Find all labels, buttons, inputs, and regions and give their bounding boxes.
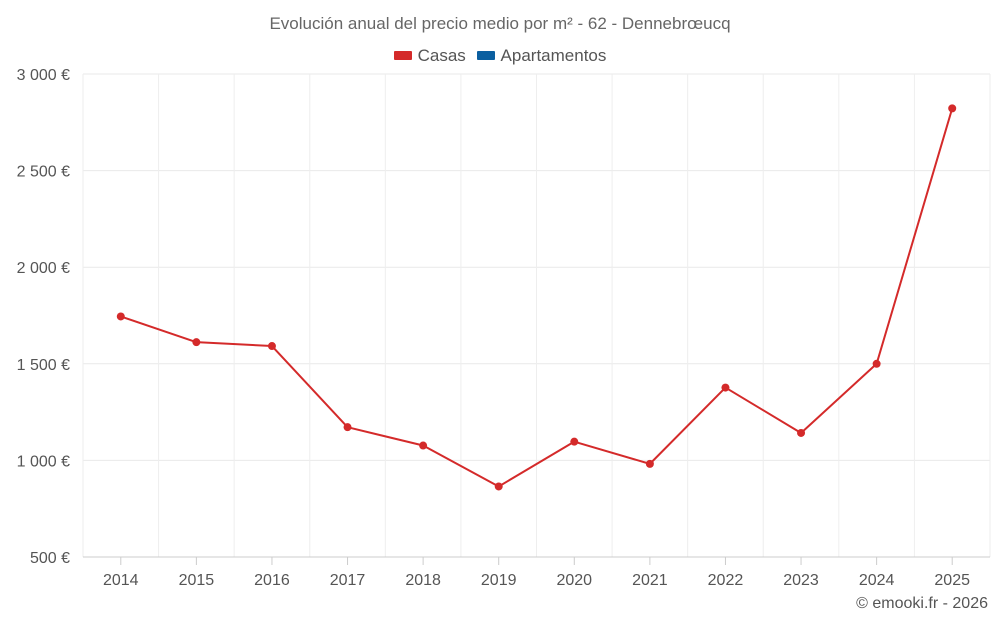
data-point[interactable] <box>192 338 201 347</box>
x-tick-label: 2020 <box>556 572 592 589</box>
legend-swatch-casas <box>393 51 412 60</box>
data-point[interactable] <box>645 459 654 468</box>
data-point[interactable] <box>721 383 730 392</box>
data-point[interactable] <box>494 482 503 491</box>
x-tick-label: 2018 <box>405 572 441 589</box>
x-tick-label: 2021 <box>632 572 668 589</box>
data-point[interactable] <box>116 312 125 321</box>
legend-swatch-apartamentos <box>476 51 495 60</box>
x-tick-label: 2017 <box>330 572 366 589</box>
credit-text: © emooki.fr - 2026 <box>856 595 988 612</box>
y-tick-label: 1 000 € <box>17 453 70 470</box>
legend-label-casas: Casas <box>417 45 466 65</box>
legend-label-apartamentos: Apartamentos <box>500 45 607 65</box>
data-point[interactable] <box>797 428 806 437</box>
data-point[interactable] <box>872 359 881 368</box>
legend: Casas Apartamentos <box>0 45 1000 66</box>
chart-title: Evolución anual del precio medio por m² … <box>269 14 731 33</box>
y-tick-label: 2 000 € <box>17 260 70 277</box>
x-tick-label: 2024 <box>859 572 895 589</box>
y-tick-label: 3 000 € <box>17 67 70 84</box>
data-point[interactable] <box>948 104 957 113</box>
data-point[interactable] <box>267 342 276 351</box>
x-tick-label: 2019 <box>481 572 517 589</box>
x-tick-label: 2015 <box>179 572 215 589</box>
legend-item-casas[interactable]: Casas <box>393 45 466 66</box>
x-tick-label: 2022 <box>708 572 744 589</box>
data-point[interactable] <box>570 437 579 446</box>
y-tick-label: 1 500 € <box>17 357 70 374</box>
series-line-casas <box>120 108 954 488</box>
x-tick-label: 2014 <box>103 572 139 589</box>
x-tick-label: 2023 <box>783 572 819 589</box>
y-tick-label: 500 € <box>30 550 70 567</box>
x-tick-label: 2025 <box>934 572 970 589</box>
x-tick-label: 2016 <box>254 572 290 589</box>
legend-item-apartamentos[interactable]: Apartamentos <box>476 45 607 66</box>
data-point[interactable] <box>343 423 352 432</box>
data-point[interactable] <box>419 441 428 450</box>
y-tick-label: 2 500 € <box>17 164 70 181</box>
